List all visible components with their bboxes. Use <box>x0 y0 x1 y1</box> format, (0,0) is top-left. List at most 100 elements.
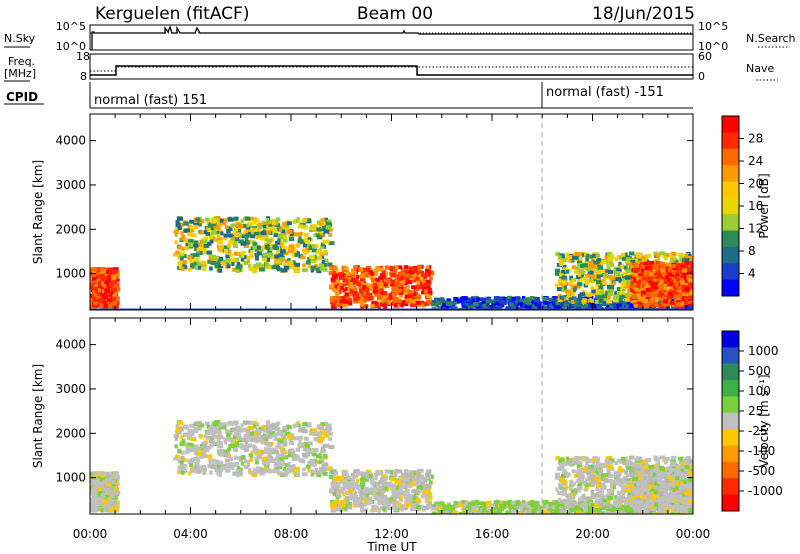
power-echo <box>255 218 260 223</box>
power-echo <box>177 216 184 221</box>
power-echo <box>334 273 339 278</box>
velocity-echo <box>281 472 288 477</box>
power-echo <box>263 233 269 238</box>
velocity-echo <box>306 422 312 427</box>
power-echo <box>548 298 554 303</box>
velocity-echo <box>254 431 258 436</box>
velocity-echo <box>318 460 322 465</box>
velocity-echo <box>193 426 199 431</box>
power-echo <box>679 304 685 309</box>
power-echo <box>686 270 691 275</box>
power-echo <box>561 287 565 292</box>
power-echo <box>213 255 220 260</box>
power-echo <box>610 300 615 305</box>
power-echo <box>415 284 420 289</box>
velocity-echo <box>249 454 254 459</box>
velocity-echo <box>282 428 286 433</box>
power-echo <box>280 229 286 234</box>
power-echo <box>417 285 422 290</box>
power-echo <box>306 218 312 223</box>
power-echo <box>309 226 316 231</box>
velocity-echo <box>262 456 269 461</box>
velocity-echo <box>98 497 102 502</box>
power-echo <box>554 271 560 276</box>
power-echo <box>673 259 679 264</box>
power-echo <box>333 288 337 293</box>
velocity-echo <box>366 491 370 496</box>
power-echo <box>673 277 678 282</box>
power-echo <box>687 255 693 260</box>
velocity-echo <box>354 491 358 496</box>
velocity-echo <box>294 423 299 428</box>
velocity-heatmap <box>90 420 693 514</box>
power-echo <box>670 293 675 298</box>
power-echo <box>248 254 254 259</box>
velocity-echo <box>112 505 118 510</box>
velocity-echo <box>250 471 254 476</box>
power-echo <box>681 258 688 263</box>
power-echo <box>635 253 641 258</box>
power-echo <box>325 225 331 230</box>
power-echo <box>462 300 466 305</box>
power-echo <box>493 296 499 301</box>
power-echo <box>558 255 562 260</box>
power-echo <box>244 238 249 243</box>
velocity-echo <box>231 466 235 471</box>
power-echo <box>443 305 450 310</box>
velocity-echo <box>244 442 249 447</box>
power-echo <box>222 259 228 264</box>
power-echo <box>626 300 630 305</box>
power-echo <box>637 296 644 301</box>
velocity-echo <box>428 500 432 505</box>
power-echo <box>315 250 322 255</box>
power-echo <box>398 285 404 290</box>
velocity-echo <box>207 463 211 468</box>
velocity-echo <box>323 433 330 438</box>
power-echo <box>211 230 217 235</box>
power-echo <box>442 303 446 308</box>
power-echo <box>452 306 458 310</box>
velocity-echo <box>214 468 220 473</box>
velocity-echo <box>407 502 412 507</box>
power-echo <box>371 278 376 283</box>
velocity-echo <box>194 469 199 474</box>
power-echo <box>688 295 693 300</box>
power-echo <box>614 271 621 276</box>
power-echo <box>112 269 118 274</box>
power-echo <box>226 226 231 231</box>
power-echo <box>218 244 224 249</box>
power-echo <box>631 294 637 299</box>
velocity-echo <box>91 477 97 482</box>
power-echo <box>574 252 581 257</box>
power-echo <box>535 302 539 307</box>
power-echo <box>592 306 597 310</box>
power-echo <box>337 289 342 294</box>
power-echo <box>241 251 246 256</box>
power-echo <box>673 294 678 299</box>
colorbar-swatch <box>722 181 739 199</box>
velocity-echo <box>357 487 363 492</box>
power-echo <box>239 253 243 258</box>
power-echo <box>596 270 603 275</box>
power-echo <box>229 257 233 262</box>
power-echo <box>492 303 497 308</box>
colorbar-tick-label: 4 <box>748 267 756 281</box>
power-echo <box>558 281 563 286</box>
power-echo <box>476 297 480 302</box>
power-echo <box>537 304 543 309</box>
power-echo <box>655 261 660 266</box>
velocity-echo <box>279 446 284 451</box>
power-echo <box>262 224 267 229</box>
power-echo <box>207 259 211 264</box>
power-echo <box>555 252 561 257</box>
power-echo <box>595 283 600 288</box>
power-echo <box>594 299 599 304</box>
velocity-echo <box>291 457 297 462</box>
velocity-echo <box>231 427 237 432</box>
power-echo <box>367 292 373 297</box>
freq-panel: Freq. [MHz] 18 8 60 0 Nave <box>4 50 778 83</box>
power-echo <box>262 252 269 257</box>
power-echo <box>428 270 432 275</box>
power-echo <box>381 278 387 283</box>
power-echo <box>316 227 322 232</box>
